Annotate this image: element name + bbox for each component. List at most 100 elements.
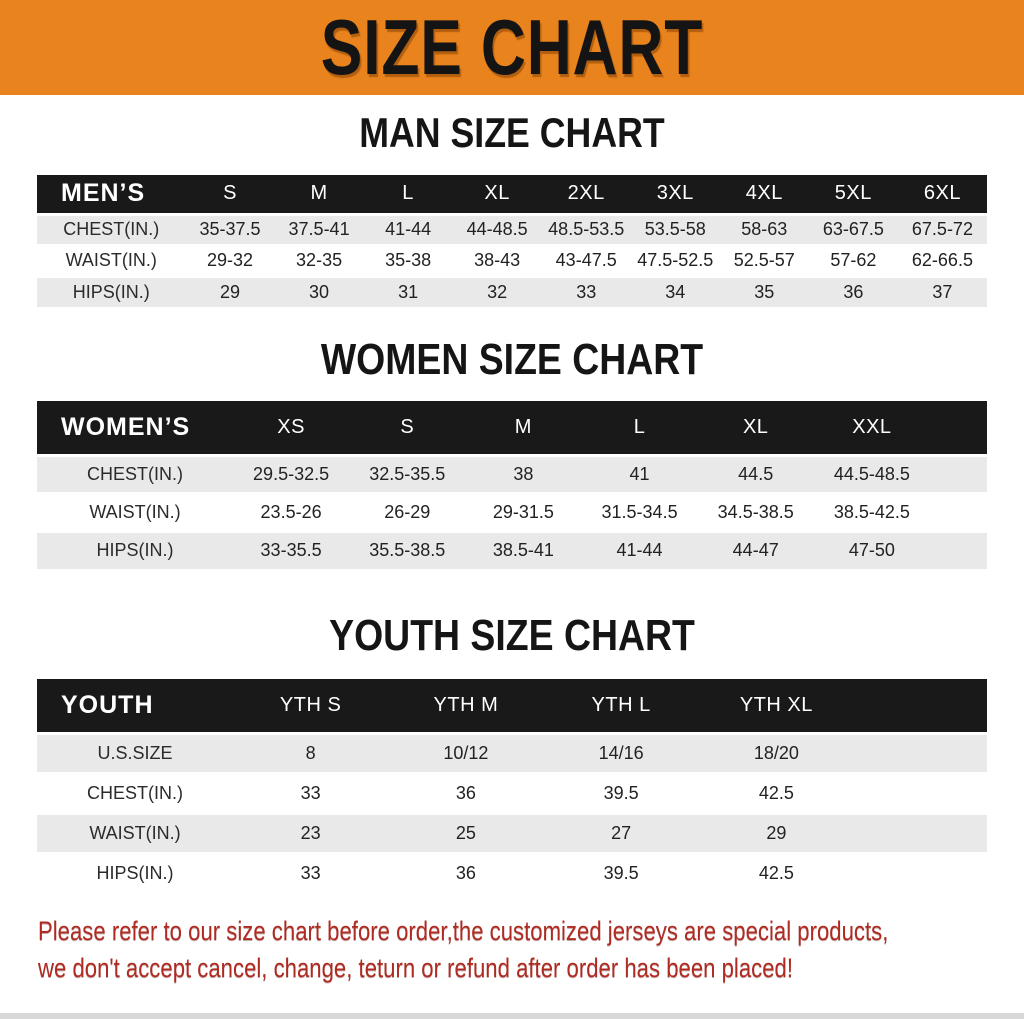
row-label: CHEST(IN.) [37, 212, 186, 245]
size-value-cell: 33 [233, 851, 389, 893]
size-value-cell: 14/16 [543, 731, 699, 773]
column-header: XXL [852, 415, 892, 438]
column-header: YTH L [591, 693, 651, 716]
size-value-cell: 48.5-53.5 [541, 212, 631, 245]
size-value-cell: 29-31.5 [465, 491, 582, 531]
size-value-cell: 39.5 [543, 771, 699, 813]
size-value-cell: 62-66.5 [897, 243, 987, 276]
section-heading: WOMEN SIZE CHART [320, 335, 704, 384]
size-value-cell: 37.5-41 [274, 212, 364, 245]
size-value-cell: 39.5 [543, 851, 699, 893]
section-heading: YOUTH SIZE CHART [329, 611, 695, 660]
table-row: WAIST(IN.) 23 25 27 29 [37, 811, 987, 853]
size-value-cell: 35 [719, 274, 809, 307]
column-header: 6XL [923, 182, 961, 205]
filler-cell [854, 679, 987, 733]
page-title: SIZE CHART [320, 3, 704, 91]
size-value-cell: 44-47 [697, 529, 814, 569]
column-header: XS [277, 415, 305, 438]
table-row: HIPS(IN.) 33-35.5 35.5-38.5 38.5-41 41-44 44-… [37, 529, 987, 569]
size-value-cell: 52.5-57 [719, 243, 809, 276]
row-label: U.S.SIZE [37, 731, 233, 773]
column-header: YTH XL [739, 693, 813, 716]
column-header: L [633, 415, 646, 438]
size-value-cell: 38 [465, 453, 582, 493]
table-row: U.S.SIZE 8 10/12 14/16 18/20 [37, 731, 987, 773]
size-value-cell: 32 [452, 274, 542, 307]
size-chart-section: MAN SIZE CHART MEN’S S M L XL 2XL 3XL 4XL 5XL 6X… [0, 109, 1024, 307]
size-value-cell: 10/12 [388, 731, 544, 773]
table-body: CHEST(IN.) 29.5-32.5 32.5-35.5 38 41 44.5 44.5… [37, 453, 987, 569]
size-chart-section: YOUTH SIZE CHART YOUTH YTH S YTH M YTH L YT… [0, 611, 1024, 893]
size-value-cell: 29.5-32.5 [233, 453, 350, 493]
column-header: M [514, 415, 532, 438]
table-category-label: YOUTH [61, 690, 154, 719]
size-value-cell: 47-50 [813, 529, 930, 569]
footer-notice: Please refer to our size chart before or… [0, 913, 1024, 987]
size-value-cell: 25 [388, 811, 544, 853]
size-value-cell: 33-35.5 [233, 529, 350, 569]
table-row: CHEST(IN.) 33 36 39.5 42.5 [37, 771, 987, 813]
size-value-cell: 29-32 [185, 243, 275, 276]
size-value-cell: 31 [363, 274, 453, 307]
size-value-cell: 38.5-42.5 [813, 491, 930, 531]
size-value-cell: 26-29 [349, 491, 466, 531]
row-label: WAIST(IN.) [37, 491, 233, 531]
row-label: WAIST(IN.) [37, 243, 186, 276]
table-row: WAIST(IN.) 29-32 32-35 35-38 38-43 43-47.5 47.… [37, 243, 987, 276]
size-value-cell: 38.5-41 [465, 529, 582, 569]
filler-cell [854, 771, 987, 813]
section-heading: MAN SIZE CHART [359, 109, 665, 156]
size-value-cell: 27 [543, 811, 699, 853]
row-label: WAIST(IN.) [37, 811, 233, 853]
size-value-cell: 63-67.5 [808, 212, 898, 245]
table-category-label: WOMEN’S [61, 412, 191, 441]
size-value-cell: 57-62 [808, 243, 898, 276]
size-table: WOMEN’S XS S M L XL XXL CHEST(IN.) 29.5-32.5 32… [37, 401, 987, 569]
filler-cell [930, 401, 987, 455]
filler-cell [854, 731, 987, 773]
column-header: M [310, 182, 328, 205]
size-value-cell: 37 [897, 274, 987, 307]
size-value-cell: 35-38 [363, 243, 453, 276]
size-value-cell: 29 [185, 274, 275, 307]
size-value-cell: 38-43 [452, 243, 542, 276]
size-value-cell: 36 [808, 274, 898, 307]
size-value-cell: 47.5-52.5 [630, 243, 720, 276]
table-row: HIPS(IN.) 29 30 31 32 33 34 35 36 37 [37, 274, 987, 307]
size-value-cell: 67.5-72 [897, 212, 987, 245]
filler-cell [854, 811, 987, 853]
column-header: 3XL [656, 182, 694, 205]
size-value-cell: 23 [233, 811, 389, 853]
size-value-cell: 58-63 [719, 212, 809, 245]
size-value-cell: 43-47.5 [541, 243, 631, 276]
size-value-cell: 18/20 [698, 731, 854, 773]
column-header: S [400, 415, 415, 438]
filler-cell [930, 453, 987, 493]
table-body: U.S.SIZE 8 10/12 14/16 18/20 CHEST(IN.) 33 36 39… [37, 731, 987, 893]
row-label: HIPS(IN.) [37, 851, 233, 893]
column-header: S [223, 182, 237, 205]
table-row: HIPS(IN.) 33 36 39.5 42.5 [37, 851, 987, 893]
size-value-cell: 34.5-38.5 [697, 491, 814, 531]
filler-cell [930, 529, 987, 569]
size-value-cell: 44.5-48.5 [813, 453, 930, 493]
column-header: 5XL [834, 182, 872, 205]
filler-cell [930, 491, 987, 531]
banner: SIZE CHART [0, 0, 1024, 95]
column-header: 4XL [745, 182, 783, 205]
table-row: CHEST(IN.) 29.5-32.5 32.5-35.5 38 41 44.5 44.5… [37, 453, 987, 493]
table-row: CHEST(IN.) 35-37.5 37.5-41 41-44 44-48.5 48.5… [37, 212, 987, 245]
size-value-cell: 31.5-34.5 [581, 491, 698, 531]
table-header-row: YOUTH YTH S YTH M YTH L YTH XL [37, 679, 987, 733]
size-value-cell: 35.5-38.5 [349, 529, 466, 569]
size-value-cell: 35-37.5 [185, 212, 275, 245]
size-table: YOUTH YTH S YTH M YTH L YTH XL U.S.SIZE 8 10/… [37, 679, 987, 893]
size-value-cell: 32.5-35.5 [349, 453, 466, 493]
table-header-row: MEN’S S M L XL 2XL 3XL 4XL 5XL 6XL [37, 175, 987, 214]
size-value-cell: 32-35 [274, 243, 364, 276]
column-header: YTH S [279, 693, 342, 716]
size-table: MEN’S S M L XL 2XL 3XL 4XL 5XL 6XL CHEST(IN.) 35-… [37, 175, 987, 307]
size-value-cell: 42.5 [698, 851, 854, 893]
